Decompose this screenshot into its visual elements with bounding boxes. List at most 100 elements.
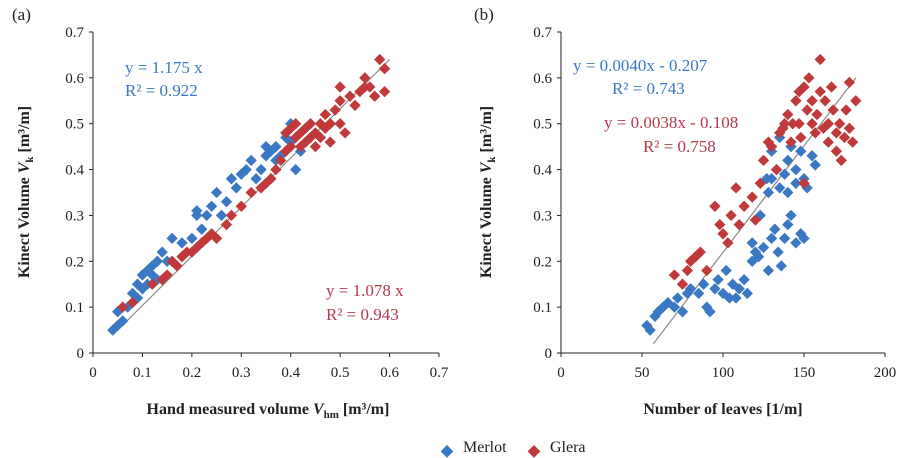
merlot-point (220, 196, 233, 208)
panel-b-merlot-equation: y = 0.0040x - 0.207 (573, 56, 708, 75)
merlot-point (176, 237, 188, 249)
merlot-point (712, 273, 724, 286)
merlot-point (730, 292, 742, 304)
merlot-point (778, 232, 791, 245)
panel-b-ticks: 0 50 100 150 200 0 0.1 0.2 0.3 0.4 0.5 0.6 0.7 (533, 25, 896, 381)
panel-b-label: (b) (474, 5, 494, 24)
glera-point (819, 95, 831, 107)
y-tick-label: 0.1 (65, 300, 84, 316)
y-tick-label: 0.3 (533, 208, 552, 224)
y-tick-label: 0.5 (65, 117, 84, 133)
x-tick-label: 0.1 (133, 365, 152, 381)
glera-point (822, 136, 834, 148)
panel-a-label: (a) (12, 5, 31, 24)
merlot-point (790, 163, 802, 176)
merlot-point (671, 292, 684, 304)
glera-point (833, 118, 846, 130)
x-tick-label: 0.3 (232, 365, 251, 381)
glera-point (717, 228, 729, 240)
glera-point (378, 85, 391, 98)
x-tick-label: 0 (557, 365, 565, 381)
merlot-point (720, 264, 732, 277)
glera-point (349, 99, 361, 112)
x-tick-label: 0 (89, 365, 97, 381)
glera-point (795, 131, 807, 144)
x-tick-label: 0.2 (182, 365, 201, 381)
glera-point (339, 127, 351, 139)
glera-point (746, 191, 758, 203)
glera-point (840, 104, 852, 116)
x-tick-label: 0.7 (430, 365, 449, 381)
glera-point (329, 104, 341, 116)
panel-a: (a) 0 0.1 0.2 0.3 0.4 0.5 0.6 0.700.10.20.30.40… (12, 5, 449, 421)
glera-point (374, 53, 386, 66)
glera-point (722, 237, 734, 249)
merlot-point (186, 232, 198, 245)
glera-point (830, 145, 843, 157)
glera-point (850, 95, 862, 107)
glera-point (730, 182, 742, 194)
merlot-point (762, 264, 775, 277)
merlot-point (782, 218, 794, 231)
y-tick-label: 0.7 (533, 25, 552, 41)
panel-b-merlot-r2: R² = 0.743 (612, 79, 685, 98)
merlot-point (201, 209, 213, 222)
glera-point (319, 108, 331, 121)
glera-point (270, 163, 282, 176)
glera-point (825, 81, 838, 93)
merlot-point (697, 278, 710, 290)
merlot-point (250, 173, 262, 185)
merlot-point (290, 163, 302, 176)
merlot-point (806, 150, 818, 162)
y-tick-label: 0.2 (65, 254, 84, 270)
merlot-point (772, 246, 784, 258)
panel-a-merlot-r2: R² = 0.922 (125, 81, 198, 100)
merlot-point (255, 163, 267, 176)
panel-b-fit-line (652, 77, 857, 345)
glera-point (378, 63, 391, 75)
legend-glera-marker (527, 445, 541, 458)
merlot-point (210, 186, 223, 199)
glera-point (814, 85, 826, 98)
legend-merlot-marker (440, 445, 454, 458)
panel-b-y-axis-title: Kinect Volume Vk [m³/m] (478, 106, 498, 278)
glera-point (344, 90, 356, 102)
merlot-point (769, 223, 781, 235)
glera-point (309, 140, 322, 153)
y-tick-label: 0.4 (65, 163, 84, 179)
panel-a-x-axis-title: Hand measured volume Vhm [m³/m] (147, 401, 390, 421)
panel-a-glera-equation: y = 1.078 x (326, 281, 404, 300)
y-tick-label: 0.2 (533, 254, 552, 270)
glera-point (334, 81, 346, 93)
glera-point (811, 108, 823, 121)
y-tick-label: 0 (77, 346, 85, 362)
glera-point (738, 200, 750, 212)
merlot-point (205, 200, 218, 212)
glera-point (806, 95, 818, 107)
x-tick-label: 200 (874, 365, 897, 381)
y-tick-label: 0.3 (65, 208, 84, 224)
merlot-point (765, 232, 778, 245)
glera-point (757, 154, 770, 167)
merlot-point (762, 186, 775, 199)
merlot-point (245, 154, 257, 167)
fit-line (652, 77, 857, 345)
y-tick-label: 0.6 (65, 71, 84, 87)
panel-b-glera-r2: R² = 0.758 (643, 137, 716, 156)
glera-point (803, 72, 815, 84)
glera-point (220, 218, 233, 231)
merlot-point (785, 209, 797, 222)
glera-point (369, 90, 381, 102)
merlot-point (809, 159, 821, 171)
glera-point (843, 122, 856, 134)
y-tick-label: 0.4 (533, 163, 552, 179)
glera-point (733, 218, 745, 231)
panel-b-x-axis-title: Number of leaves [1/m] (643, 401, 802, 418)
glera-point (668, 269, 681, 281)
panel-a-glera-r2: R² = 0.943 (326, 305, 399, 324)
x-tick-label: 0.5 (331, 365, 350, 381)
panel-a-ticks: 0 0.1 0.2 0.3 0.4 0.5 0.6 0.7 0 0.1 0.2 0.3 0.4 0.5 0.… (65, 25, 449, 381)
glera-point (245, 186, 257, 199)
glera-point (782, 108, 794, 121)
